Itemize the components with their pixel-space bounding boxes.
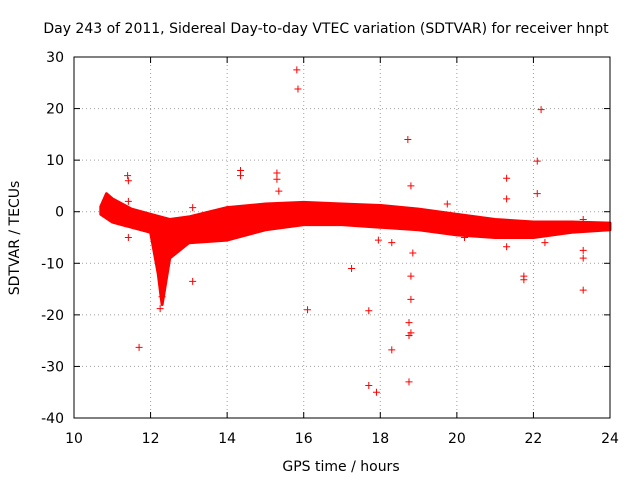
data-point [503, 174, 511, 182]
data-point [156, 305, 164, 313]
data-point [407, 182, 415, 190]
plot-border [73, 56, 611, 419]
data-point [520, 276, 528, 284]
data-point [135, 343, 143, 351]
y-tick-label: 20 [46, 102, 64, 118]
data-point [405, 378, 413, 386]
data-point [503, 243, 511, 251]
data-point [404, 136, 412, 144]
y-axis-label: SDTVAR / TECUs [7, 181, 23, 296]
data-point [537, 106, 545, 114]
axis-ticks [73, 56, 611, 419]
data-point [273, 175, 281, 183]
data-point [124, 177, 132, 185]
data-point [372, 388, 380, 396]
data-point [365, 382, 373, 390]
x-tick-label: 22 [525, 431, 543, 447]
data-point [189, 277, 197, 285]
x-axis-label: GPS time / hours [282, 459, 399, 475]
data-point [293, 66, 301, 74]
data-point [533, 190, 541, 198]
data-point [273, 169, 281, 177]
y-tick-label: -20 [41, 308, 64, 324]
data-point [405, 319, 413, 327]
data-point [294, 85, 302, 93]
data-point [503, 195, 511, 203]
data-point [189, 204, 197, 212]
y-tick-label: -10 [41, 256, 64, 272]
x-tick-labels: 10 12 14 16 18 20 22 24 [65, 431, 619, 447]
data-point [158, 293, 166, 301]
data-point [348, 264, 356, 272]
data-point [374, 236, 382, 244]
chart-title: Day 243 of 2011, Sidereal Day-to-day VTE… [43, 21, 609, 37]
x-tick-label: 14 [218, 431, 236, 447]
y-tick-label: 0 [55, 205, 64, 221]
data-point [407, 295, 415, 303]
data-point [388, 239, 396, 247]
data-point [579, 286, 587, 294]
data-point [124, 172, 132, 180]
data-point [579, 246, 587, 254]
data-point [237, 172, 245, 180]
data-point [443, 200, 451, 208]
x-tick-label: 10 [65, 431, 83, 447]
x-tick-label: 24 [601, 431, 619, 447]
data-point [275, 187, 283, 195]
y-tick-label: -40 [41, 411, 64, 427]
y-tick-label: 10 [46, 153, 64, 169]
y-tick-label: 30 [46, 50, 64, 66]
data-point [405, 331, 413, 339]
data-point [407, 272, 415, 280]
x-tick-label: 12 [142, 431, 160, 447]
data-point [388, 346, 396, 354]
data-point [409, 249, 417, 257]
data-point [541, 239, 549, 247]
x-tick-label: 18 [371, 431, 389, 447]
data-point [124, 197, 132, 205]
y-tick-label: -30 [41, 359, 64, 375]
data-point [579, 254, 587, 262]
data-point [365, 307, 373, 315]
x-tick-label: 16 [295, 431, 313, 447]
data-point [304, 306, 312, 314]
y-tick-labels: 30 20 10 0 -10 -20 -30 -40 [41, 50, 64, 427]
x-tick-label: 20 [448, 431, 466, 447]
data-point [461, 234, 469, 241]
data-point [124, 234, 132, 241]
data-points-layer [124, 66, 587, 396]
data-point [579, 215, 587, 223]
data-point [533, 157, 541, 165]
